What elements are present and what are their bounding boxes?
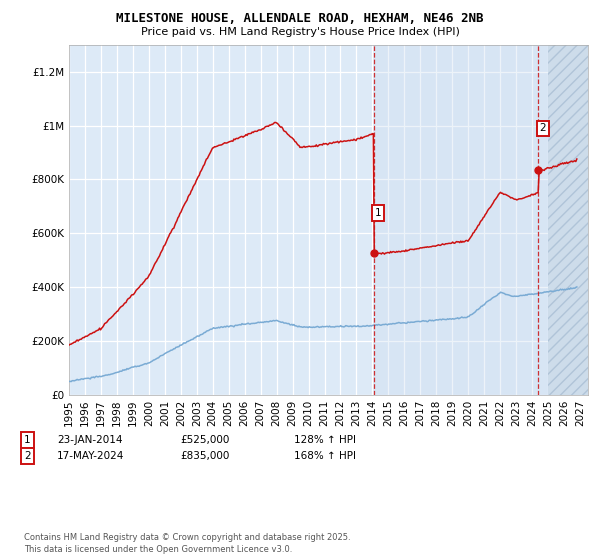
Text: 168% ↑ HPI: 168% ↑ HPI bbox=[294, 451, 356, 461]
Text: 1: 1 bbox=[375, 208, 382, 218]
Text: 2: 2 bbox=[24, 451, 31, 461]
Text: 1: 1 bbox=[24, 435, 31, 445]
Text: 23-JAN-2014: 23-JAN-2014 bbox=[57, 435, 122, 445]
Text: Contains HM Land Registry data © Crown copyright and database right 2025.
This d: Contains HM Land Registry data © Crown c… bbox=[24, 533, 350, 554]
Bar bbox=[374, 45, 548, 395]
Text: 128% ↑ HPI: 128% ↑ HPI bbox=[294, 435, 356, 445]
Text: 2: 2 bbox=[539, 123, 546, 133]
Text: Price paid vs. HM Land Registry's House Price Index (HPI): Price paid vs. HM Land Registry's House … bbox=[140, 27, 460, 37]
Bar bbox=[548, 45, 588, 395]
Text: 17-MAY-2024: 17-MAY-2024 bbox=[57, 451, 124, 461]
Text: £525,000: £525,000 bbox=[180, 435, 229, 445]
Text: £835,000: £835,000 bbox=[180, 451, 229, 461]
Text: MILESTONE HOUSE, ALLENDALE ROAD, HEXHAM, NE46 2NB: MILESTONE HOUSE, ALLENDALE ROAD, HEXHAM,… bbox=[116, 12, 484, 25]
